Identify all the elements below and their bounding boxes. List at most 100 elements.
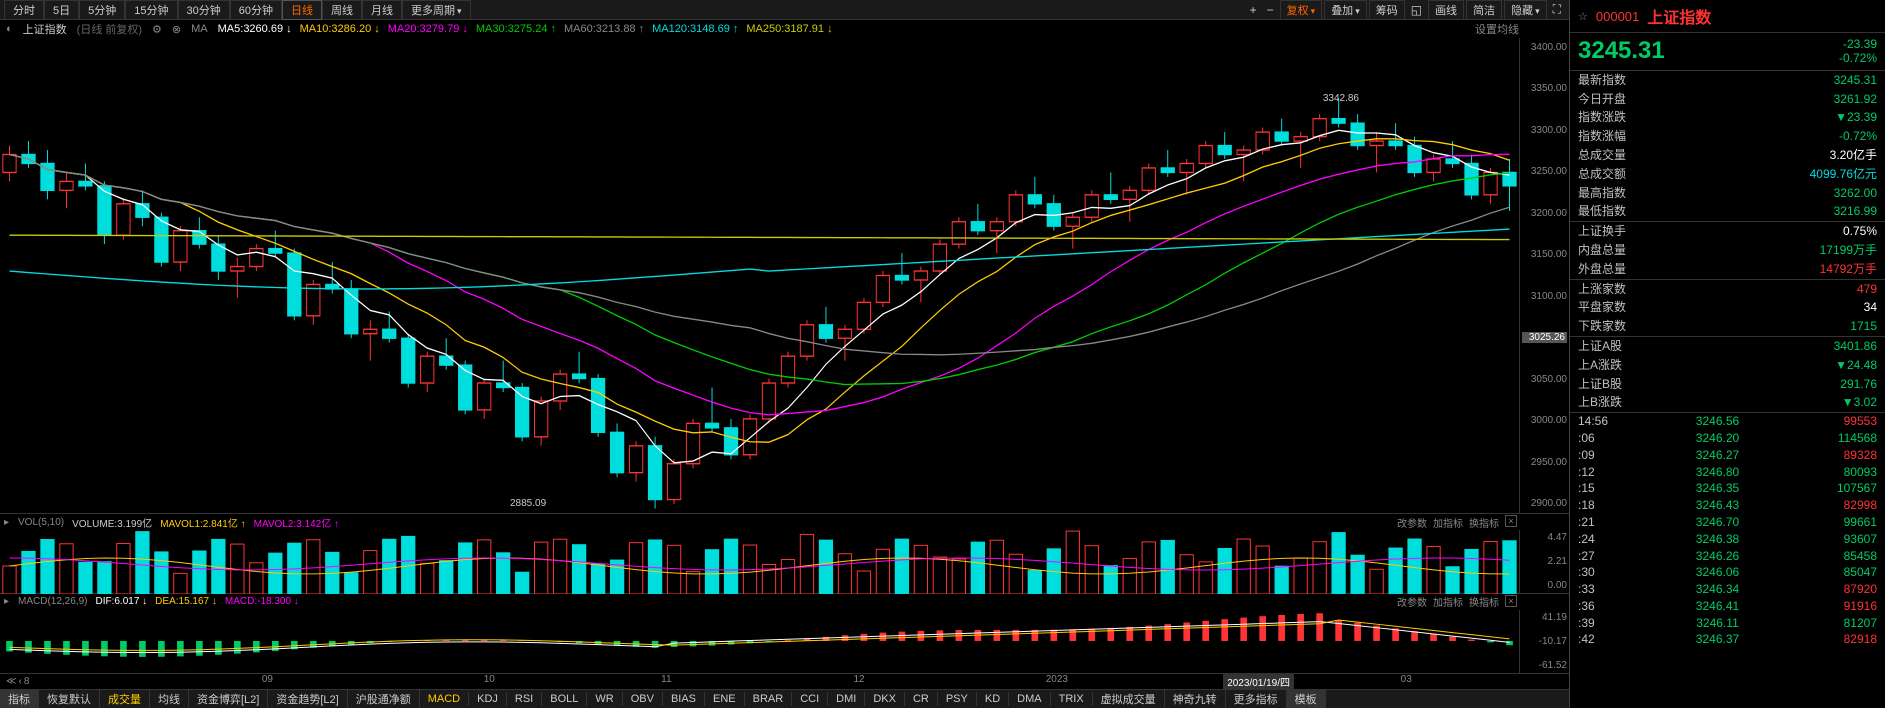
macd-add-link[interactable]: 加指标 [1433, 594, 1463, 609]
y-tick: -61.52 [1522, 660, 1567, 671]
timeframe-更多周期[interactable]: 更多周期 [402, 0, 471, 20]
timeframe-60分钟[interactable]: 60分钟 [230, 0, 282, 20]
stat-row: 上B涨跌▼3.02 [1570, 393, 1885, 412]
indicator-BRAR[interactable]: BRAR [745, 692, 793, 706]
indicator-恢复默认[interactable]: 恢复默认 [39, 690, 100, 708]
tick-vol: 80093 [1807, 464, 1877, 481]
favorite-icon[interactable]: ☆ [1578, 10, 1588, 23]
change-pct: -0.72% [1839, 51, 1877, 65]
indicator-MACD[interactable]: MACD [420, 692, 469, 706]
tick-row: :423246.3782918 [1570, 631, 1885, 648]
mavol1: MAVOL1:2.841亿 [160, 515, 245, 530]
tick-row: :183246.4382998 [1570, 497, 1885, 514]
indicator-神奇九转[interactable]: 神奇九转 [1165, 690, 1226, 708]
y-tick: 3350.00 [1522, 83, 1567, 94]
timeframe-周线[interactable]: 周线 [322, 0, 362, 20]
symbol-subtitle: (日线 前复权) [77, 21, 142, 37]
indicator-OBV[interactable]: OBV [623, 692, 663, 706]
tick-price: 3246.56 [1628, 413, 1807, 430]
timeframe-15分钟[interactable]: 15分钟 [125, 0, 177, 20]
macd-canvas[interactable] [0, 609, 1519, 673]
stat-label: 平盘家数 [1578, 299, 1626, 316]
indicator-KDJ[interactable]: KDJ [469, 692, 507, 706]
volume-canvas[interactable] [0, 530, 1519, 594]
indicator-CCI[interactable]: CCI [792, 692, 828, 706]
timeframe-月线[interactable]: 月线 [362, 0, 402, 20]
huaxian-button[interactable]: 画线 [1428, 0, 1464, 20]
indicator-资金趋势[L2][interactable]: 资金趋势[L2] [268, 690, 347, 708]
indicator-模板[interactable]: 模板 [1287, 690, 1326, 708]
indicator-均线[interactable]: 均线 [150, 690, 189, 708]
timeframe-分时[interactable]: 分时 [4, 0, 44, 20]
indicator-DMI[interactable]: DMI [828, 692, 865, 706]
timeframe-日线[interactable]: 日线 [282, 0, 322, 20]
yincang-button[interactable]: 隐藏 [1504, 0, 1547, 20]
zoom-in-icon[interactable]: + [1246, 2, 1261, 18]
indicator-资金博弈[L2][interactable]: 资金博弈[L2] [189, 690, 268, 708]
close-header-icon[interactable]: ⊗ [172, 23, 181, 36]
tick-time: :42 [1578, 631, 1628, 648]
y-tick: 3150.00 [1522, 249, 1567, 260]
indicator-更多指标[interactable]: 更多指标 [1226, 690, 1287, 708]
rewind-icon[interactable]: ≪ [6, 676, 16, 687]
indicator-ENE[interactable]: ENE [705, 692, 745, 706]
fullscreen-icon[interactable]: ⛶ [1549, 1, 1565, 18]
tick-row: :393246.1181207 [1570, 615, 1885, 632]
stat-row: 上证B股291.76 [1570, 375, 1885, 394]
price-chart[interactable]: 3342.86 2885.09 3400.003350.003300.00325… [0, 38, 1569, 514]
xaxis-first: 8 [24, 676, 30, 687]
ma-value: MA30:3275.24 [476, 23, 556, 35]
macd-expand-icon[interactable]: ▸ [4, 596, 9, 607]
vol-expand-icon[interactable]: ▸ [4, 517, 9, 528]
indicator-TRIX[interactable]: TRIX [1051, 692, 1093, 706]
tick-time: :15 [1578, 480, 1628, 497]
tick-price: 3246.11 [1628, 615, 1807, 632]
chouma-button[interactable]: 筹码 [1369, 0, 1405, 20]
indicator-CR[interactable]: CR [905, 692, 938, 706]
macd-change-link[interactable]: 换指标 [1469, 594, 1499, 609]
indicator-指标[interactable]: 指标 [0, 690, 39, 708]
expand-icon[interactable]: ◐ [6, 23, 13, 35]
back-icon[interactable]: ‹ [18, 676, 21, 687]
tick-price: 3246.43 [1628, 497, 1807, 514]
indicator-DKX[interactable]: DKX [865, 692, 905, 706]
vol-add-link[interactable]: 加指标 [1433, 515, 1463, 530]
indicator-DMA[interactable]: DMA [1009, 692, 1050, 706]
indicator-KD[interactable]: KD [977, 692, 1009, 706]
stat-value: 14792万手 [1820, 261, 1877, 278]
stat-row: 内盘总量17199万手 [1570, 241, 1885, 260]
settings-icon[interactable]: ⚙ [152, 23, 162, 36]
indicator-WR[interactable]: WR [587, 692, 622, 706]
chouma-square-icon[interactable]: ◱ [1407, 2, 1426, 18]
volume-value: VOLUME:3.199亿 [72, 515, 152, 530]
tick-row: :243246.3893607 [1570, 531, 1885, 548]
vol-close-icon[interactable]: × [1505, 515, 1517, 527]
vol-param-link[interactable]: 改参数 [1397, 515, 1427, 530]
indicator-BIAS[interactable]: BIAS [663, 692, 705, 706]
indicator-成交量[interactable]: 成交量 [100, 690, 150, 708]
indicator-BOLL[interactable]: BOLL [542, 692, 587, 706]
tick-row: :363246.4191916 [1570, 598, 1885, 615]
mavol2: MAVOL2:3.142亿 [254, 515, 339, 530]
right-tools: + − 复权 叠加 筹码 ◱ 画线 简洁 隐藏 ⛶ [1246, 0, 1565, 20]
tick-price: 3246.38 [1628, 531, 1807, 548]
jianjie-button[interactable]: 简洁 [1466, 0, 1502, 20]
macd-close-icon[interactable]: × [1505, 595, 1517, 607]
indicator-虚拟成交量[interactable]: 虚拟成交量 [1093, 690, 1165, 708]
vol-change-link[interactable]: 换指标 [1469, 515, 1499, 530]
macd-param-link[interactable]: 改参数 [1397, 594, 1427, 609]
timeframe-30分钟[interactable]: 30分钟 [178, 0, 230, 20]
stat-row: 上证换手0.75% [1570, 221, 1885, 241]
diejia-button[interactable]: 叠加 [1324, 0, 1367, 20]
indicator-RSI[interactable]: RSI [507, 692, 542, 706]
set-ma-link[interactable]: 设置均线 [1475, 21, 1519, 37]
indicator-沪股通净额[interactable]: 沪股通净额 [348, 690, 420, 708]
timeframe-5日[interactable]: 5日 [44, 0, 79, 20]
fuquan-button[interactable]: 复权 [1280, 0, 1323, 20]
stat-value: 4099.76亿元 [1810, 166, 1877, 183]
timeframe-5分钟[interactable]: 5分钟 [79, 0, 125, 20]
y-tick: 3200.00 [1522, 208, 1567, 219]
zoom-out-icon[interactable]: − [1263, 2, 1278, 18]
indicator-PSY[interactable]: PSY [938, 692, 977, 706]
tick-row: 14:563246.5699553 [1570, 413, 1885, 430]
